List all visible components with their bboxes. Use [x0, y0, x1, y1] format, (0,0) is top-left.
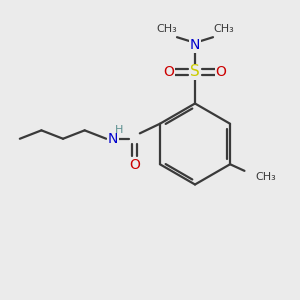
- Text: N: N: [108, 132, 118, 146]
- Text: CH₃: CH₃: [213, 24, 234, 34]
- Text: H: H: [115, 125, 124, 135]
- Text: O: O: [164, 65, 174, 79]
- Text: CH₃: CH₃: [156, 24, 177, 34]
- Text: N: N: [190, 38, 200, 52]
- Text: O: O: [216, 65, 226, 79]
- Text: O: O: [129, 158, 140, 172]
- Text: CH₃: CH₃: [256, 172, 276, 182]
- Text: S: S: [190, 64, 200, 80]
